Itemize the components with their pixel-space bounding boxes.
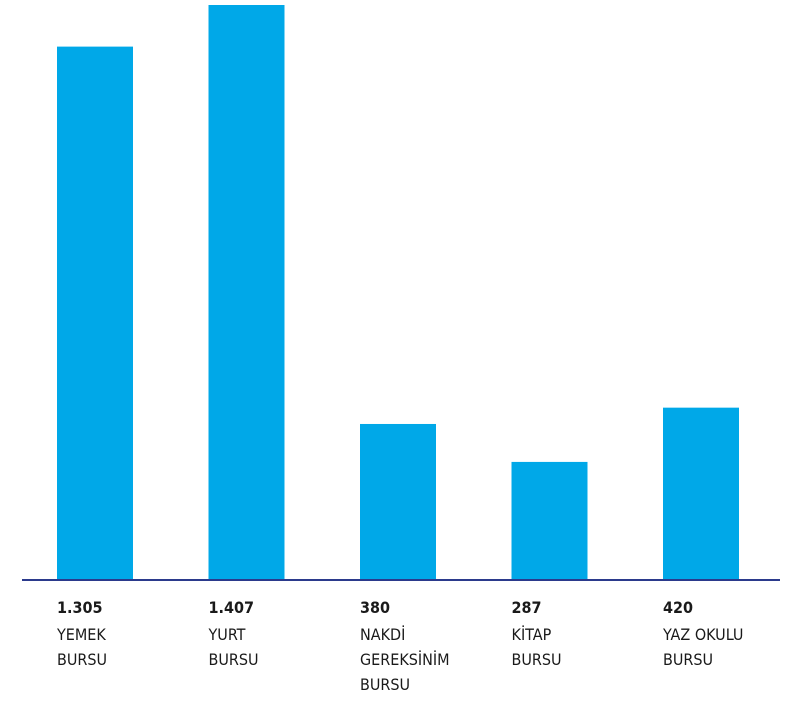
bar-2	[360, 423, 436, 579]
bar-4	[663, 407, 739, 579]
labels-group: 1.305 YEMEK BURSU 1.407 YURT BURSU 380 NAKDİ GER…	[56, 598, 743, 694]
bar-value-label-2: 380	[360, 598, 390, 617]
bars-group	[57, 5, 739, 579]
bar-1	[208, 5, 285, 579]
bar-0	[57, 46, 133, 579]
category-label-2-line-0: NAKDİ	[360, 625, 405, 644]
category-label-2-line-2: BURSU	[360, 675, 410, 694]
category-label-4-line-1: BURSU	[663, 650, 713, 669]
category-label-1-line-1: BURSU	[209, 650, 259, 669]
bar-value-label-4: 420	[663, 598, 693, 617]
bar-value-label-0: 1.305	[57, 598, 103, 617]
category-label-3-line-0: KİTAP	[512, 625, 552, 644]
category-label-0-line-1: BURSU	[57, 650, 107, 669]
category-label-0-line-0: YEMEK	[56, 625, 106, 644]
category-label-3-line-1: BURSU	[512, 650, 562, 669]
category-label-2-line-1: GEREKSİNİM	[360, 650, 450, 669]
bar-value-label-3: 287	[512, 598, 542, 617]
category-label-4-line-0: YAZ OKULU	[662, 625, 743, 644]
bar-3	[511, 461, 588, 579]
bar-value-label-1: 1.407	[209, 598, 255, 617]
category-label-1-line-0: YURT	[208, 625, 246, 644]
